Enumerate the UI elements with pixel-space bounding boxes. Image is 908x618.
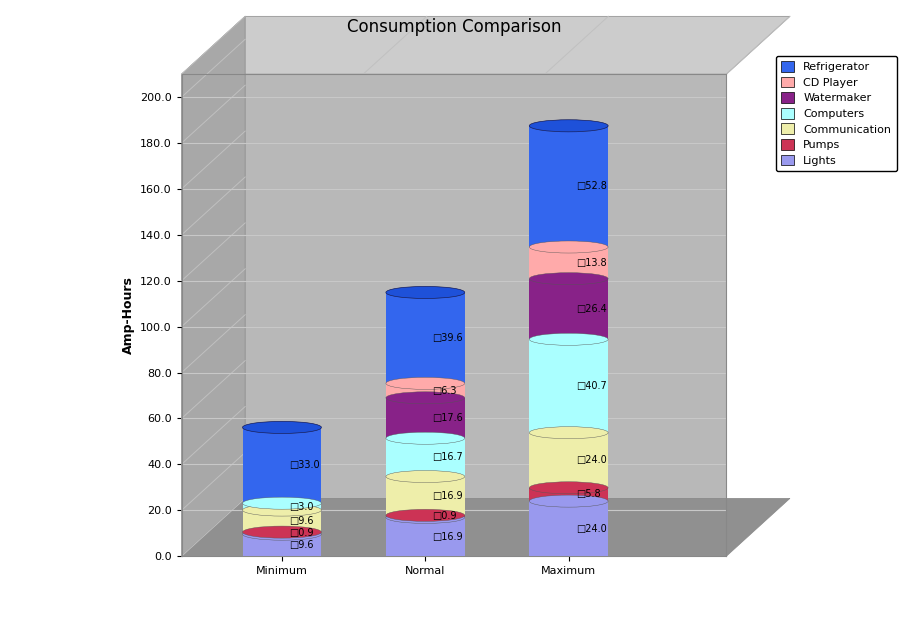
Bar (386, 517, 465, 556)
Bar (242, 503, 321, 510)
Polygon shape (182, 498, 790, 556)
Ellipse shape (386, 509, 465, 522)
Ellipse shape (242, 526, 321, 538)
Ellipse shape (386, 470, 465, 483)
Text: □16.9: □16.9 (432, 491, 463, 501)
Ellipse shape (529, 495, 608, 507)
Text: □0.9: □0.9 (289, 528, 313, 538)
Ellipse shape (386, 432, 465, 444)
Ellipse shape (242, 497, 321, 509)
Bar (529, 279, 608, 339)
Bar (529, 501, 608, 556)
Ellipse shape (529, 482, 608, 494)
Text: □6.3: □6.3 (432, 386, 457, 396)
Title: Consumption Comparison: Consumption Comparison (347, 19, 561, 36)
Ellipse shape (386, 511, 465, 523)
Ellipse shape (529, 241, 608, 253)
Text: □39.6: □39.6 (432, 333, 463, 343)
Ellipse shape (529, 333, 608, 345)
Polygon shape (182, 16, 245, 556)
Bar (242, 428, 321, 503)
Bar (529, 339, 608, 433)
Y-axis label: Amp-Hours: Amp-Hours (122, 276, 134, 354)
Bar (386, 398, 465, 438)
Bar (386, 438, 465, 476)
Legend: Refrigerator, CD Player, Watermaker, Computers, Communication, Pumps, Lights: Refrigerator, CD Player, Watermaker, Com… (775, 56, 897, 171)
Bar (386, 292, 465, 383)
Text: □9.6: □9.6 (289, 540, 313, 550)
Bar (242, 510, 321, 532)
Ellipse shape (242, 528, 321, 540)
Text: □0.9: □0.9 (432, 511, 457, 522)
Bar (529, 126, 608, 247)
Ellipse shape (386, 392, 465, 404)
Text: □16.7: □16.7 (432, 452, 463, 462)
Text: □33.0: □33.0 (289, 460, 320, 470)
Ellipse shape (529, 120, 608, 132)
Text: □52.8: □52.8 (576, 182, 607, 192)
Text: □24.0: □24.0 (576, 455, 607, 465)
Ellipse shape (529, 120, 608, 132)
Bar (386, 476, 465, 515)
Text: □26.4: □26.4 (576, 304, 607, 314)
Text: □16.9: □16.9 (432, 532, 463, 542)
Text: □24.0: □24.0 (576, 523, 607, 534)
Ellipse shape (386, 286, 465, 298)
Bar (529, 488, 608, 501)
Bar (529, 247, 608, 279)
Ellipse shape (386, 286, 465, 298)
Ellipse shape (242, 421, 321, 433)
Ellipse shape (242, 504, 321, 516)
Text: □13.8: □13.8 (576, 258, 607, 268)
Text: □17.6: □17.6 (432, 413, 463, 423)
Bar (529, 433, 608, 488)
Text: □3.0: □3.0 (289, 502, 313, 512)
Text: □5.8: □5.8 (576, 489, 600, 499)
Text: □9.6: □9.6 (289, 516, 313, 526)
Bar (242, 534, 321, 556)
Ellipse shape (529, 273, 608, 285)
Bar (386, 383, 465, 398)
Ellipse shape (242, 421, 321, 433)
Bar (386, 515, 465, 517)
Text: □40.7: □40.7 (576, 381, 607, 391)
Polygon shape (182, 16, 790, 74)
Ellipse shape (386, 378, 465, 389)
Ellipse shape (529, 426, 608, 439)
Bar (242, 532, 321, 534)
